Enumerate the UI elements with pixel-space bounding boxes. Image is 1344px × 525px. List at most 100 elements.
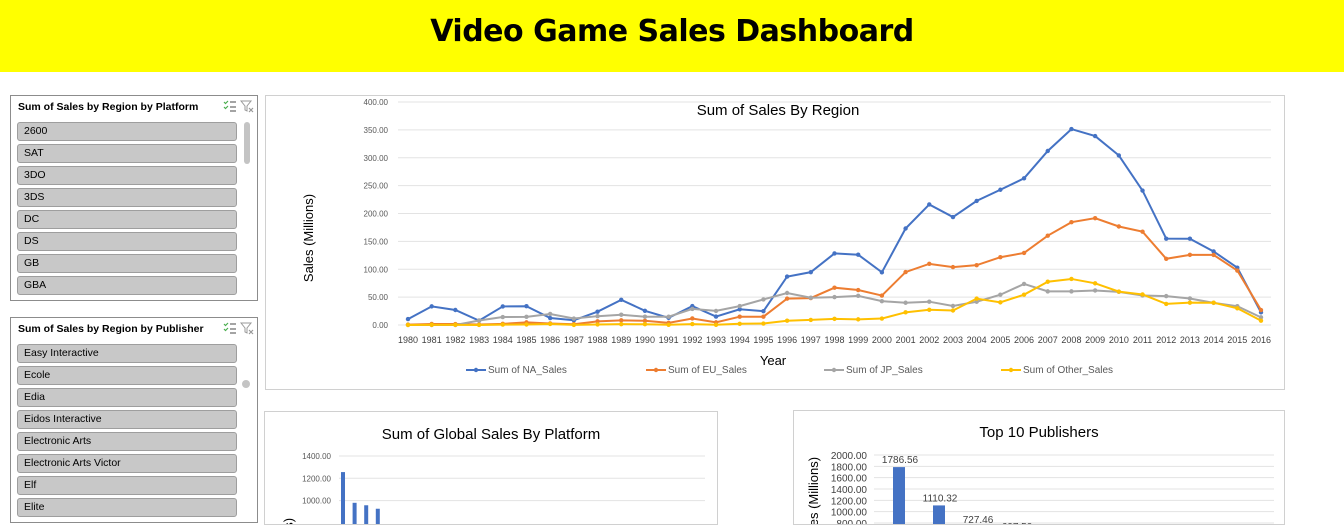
bar[interactable] (364, 505, 369, 525)
slicer-item[interactable]: Ecole (17, 366, 237, 385)
slicer-item[interactable]: 3DO (17, 166, 237, 185)
data-point[interactable] (879, 298, 885, 304)
data-point[interactable] (1164, 256, 1169, 261)
data-point[interactable] (808, 295, 814, 300)
slicer-item[interactable]: DC (17, 210, 237, 229)
data-point[interactable] (927, 307, 932, 312)
data-point[interactable] (808, 317, 814, 323)
data-point[interactable] (1211, 252, 1216, 258)
data-point[interactable] (429, 304, 434, 309)
data-point[interactable] (761, 321, 766, 326)
data-point[interactable] (1045, 233, 1050, 238)
data-point[interactable] (832, 251, 837, 256)
slicer-item[interactable]: 3DS (17, 188, 237, 207)
data-point[interactable] (761, 297, 766, 302)
data-point[interactable] (950, 303, 956, 309)
data-point[interactable] (998, 292, 1003, 297)
data-point[interactable] (1045, 289, 1050, 294)
data-point[interactable] (405, 322, 411, 328)
multi-select-icon[interactable] (223, 321, 237, 335)
data-point[interactable] (690, 316, 695, 321)
data-point[interactable] (453, 307, 458, 313)
data-point[interactable] (1069, 126, 1074, 132)
data-point[interactable] (974, 299, 979, 304)
data-point[interactable] (547, 321, 553, 327)
data-point[interactable] (784, 296, 790, 301)
data-point[interactable] (524, 322, 529, 327)
data-point[interactable] (476, 318, 482, 323)
data-point[interactable] (927, 202, 932, 207)
data-point[interactable] (761, 308, 766, 314)
data-point[interactable] (1140, 229, 1145, 234)
data-point[interactable] (642, 322, 648, 327)
data-point[interactable] (737, 303, 742, 309)
data-point[interactable] (642, 308, 648, 313)
data-point[interactable] (1140, 292, 1145, 297)
data-point[interactable] (1045, 279, 1050, 284)
data-point[interactable] (998, 187, 1003, 192)
slicer-item[interactable]: GB (17, 254, 237, 273)
data-point[interactable] (950, 264, 956, 270)
data-point[interactable] (429, 322, 434, 328)
publisher-slicer-scrollbar[interactable] (242, 380, 250, 388)
data-point[interactable] (1021, 292, 1027, 297)
data-point[interactable] (595, 319, 600, 324)
data-point[interactable] (1021, 281, 1027, 287)
data-point[interactable] (832, 316, 837, 322)
slicer-item[interactable]: GBA (17, 276, 237, 295)
bar[interactable] (375, 508, 380, 525)
data-point[interactable] (784, 290, 790, 296)
slicer-item[interactable]: SAT (17, 144, 237, 163)
data-point[interactable] (808, 269, 814, 275)
data-point[interactable] (1140, 188, 1145, 193)
data-point[interactable] (1164, 293, 1169, 299)
platform-slicer-scrollbar[interactable] (244, 122, 250, 164)
data-point[interactable] (619, 297, 624, 303)
data-point[interactable] (832, 285, 837, 290)
data-point[interactable] (642, 314, 648, 319)
data-point[interactable] (1069, 219, 1074, 225)
data-point[interactable] (879, 316, 885, 321)
data-point[interactable] (1045, 148, 1050, 154)
data-point[interactable] (879, 270, 885, 275)
data-point[interactable] (950, 214, 956, 220)
data-point[interactable] (1258, 315, 1264, 320)
data-point[interactable] (571, 316, 577, 321)
bar[interactable] (341, 472, 345, 525)
data-point[interactable] (974, 198, 979, 204)
data-point[interactable] (784, 274, 790, 279)
data-point[interactable] (1164, 301, 1169, 307)
data-point[interactable] (855, 287, 861, 293)
slicer-item[interactable]: Eidos Interactive (17, 410, 237, 429)
data-point[interactable] (619, 312, 624, 317)
data-point[interactable] (571, 322, 577, 328)
bar[interactable] (893, 467, 905, 525)
data-point[interactable] (666, 314, 671, 319)
slicer-item[interactable]: Easy Interactive (17, 344, 237, 363)
data-point[interactable] (1069, 289, 1074, 294)
data-point[interactable] (1092, 288, 1098, 293)
bar[interactable] (352, 502, 357, 525)
bar[interactable] (933, 505, 945, 525)
data-point[interactable] (1116, 224, 1122, 229)
data-point[interactable] (903, 269, 908, 275)
data-point[interactable] (761, 314, 766, 319)
data-point[interactable] (713, 308, 719, 314)
data-point[interactable] (1187, 252, 1193, 258)
data-point[interactable] (1235, 268, 1240, 273)
data-point[interactable] (1235, 306, 1240, 311)
data-point[interactable] (1211, 300, 1216, 305)
data-point[interactable] (547, 311, 553, 317)
data-point[interactable] (832, 294, 837, 300)
data-point[interactable] (1258, 307, 1264, 313)
data-point[interactable] (998, 255, 1003, 260)
data-point[interactable] (642, 318, 648, 323)
data-point[interactable] (524, 314, 529, 320)
data-point[interactable] (784, 318, 790, 323)
data-point[interactable] (1187, 296, 1193, 301)
slicer-item[interactable]: Electronic Arts Victor (17, 454, 237, 473)
data-point[interactable] (476, 322, 482, 328)
data-point[interactable] (666, 322, 671, 327)
slicer-item[interactable]: Edia (17, 388, 237, 407)
data-point[interactable] (737, 321, 742, 326)
